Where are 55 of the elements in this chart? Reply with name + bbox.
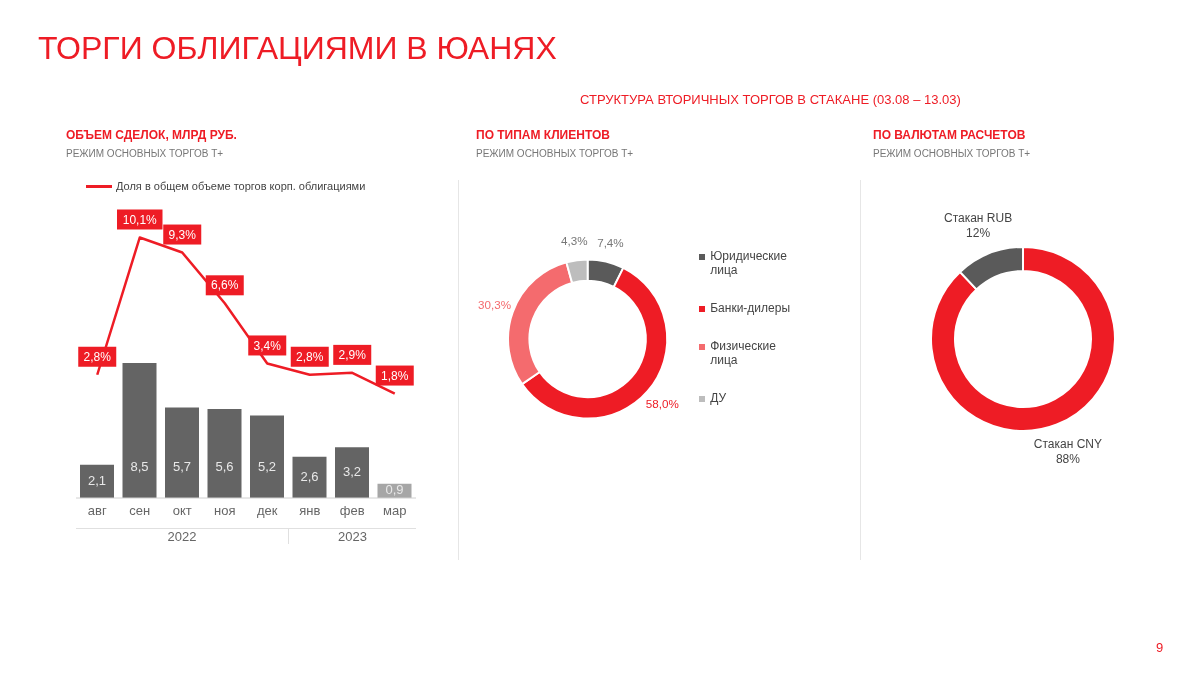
x-tick-label: янв bbox=[299, 503, 321, 519]
chart-title: ПО ВАЛЮТАМ РАСЧЕТОВ bbox=[873, 128, 1027, 142]
data-label: 1,8% bbox=[381, 368, 409, 383]
x-tick-label: мар bbox=[383, 503, 407, 519]
data-label: 2,8% bbox=[296, 349, 324, 364]
chart-title: ОБЪЕМ СДЕЛОК, МЛРД РУБ. bbox=[66, 128, 238, 142]
data-label: 4,3% bbox=[561, 233, 588, 247]
data-label: 88% bbox=[1055, 452, 1081, 467]
data-label: 0,9 bbox=[385, 482, 404, 498]
bar bbox=[207, 409, 242, 498]
slice-label: Стакан RUB bbox=[944, 210, 1013, 225]
data-label: 7,4% bbox=[597, 235, 624, 249]
text: 2022 bbox=[76, 529, 289, 544]
bar bbox=[292, 456, 327, 498]
x-tick-label: авг bbox=[87, 503, 107, 519]
legend-label: Банки-дилеры bbox=[710, 301, 791, 315]
data-label: 2,6 bbox=[300, 468, 319, 484]
x-tick-label: ноя bbox=[214, 503, 236, 519]
x-tick-label: сен bbox=[129, 503, 151, 519]
x-tick-label: окт bbox=[172, 503, 192, 519]
bar bbox=[335, 447, 369, 498]
data-label: 9,3% bbox=[168, 227, 197, 242]
chart-title: ПО ТИПАМ КЛИЕНТОВ bbox=[476, 128, 611, 142]
data-label: 2,1 bbox=[87, 472, 107, 488]
slice-label: Стакан CNY bbox=[1033, 437, 1102, 452]
bar bbox=[122, 363, 157, 498]
data-label: 58,0% bbox=[645, 396, 679, 410]
data-label: 5,6 bbox=[215, 459, 234, 475]
chart-subtitle: РЕЖИМ ОСНОВНЫХ ТОРГОВ Т+ bbox=[476, 148, 635, 159]
data-label: 6,6% bbox=[211, 278, 239, 293]
text: СТРУКТУРА ВТОРИЧНЫХ ТОРГОВ В СТАКАНЕ (03.08 – 13.03) bbox=[580, 92, 961, 107]
data-label: 2,8% bbox=[83, 349, 112, 364]
data-label: 3,4% bbox=[253, 338, 282, 353]
legend-label: ДУ bbox=[710, 391, 727, 405]
data-label: 30,3% bbox=[478, 298, 512, 312]
legend-label: Доля в общем объеме торгов корп. облигациями bbox=[115, 180, 366, 192]
x-tick-label: дек bbox=[256, 503, 278, 519]
text: 2023 bbox=[336, 529, 368, 544]
data-label: 3,2 bbox=[342, 464, 362, 480]
chart-subtitle: РЕЖИМ ОСНОВНЫХ ТОРГОВ Т+ bbox=[873, 148, 1032, 159]
chart-subtitle: РЕЖИМ ОСНОВНЫХ ТОРГОВ Т+ bbox=[66, 148, 225, 159]
data-label: 8,5 bbox=[130, 459, 149, 475]
data-label: 10,1% bbox=[122, 212, 158, 227]
legend-label: Физические лица bbox=[710, 339, 777, 367]
data-label: 2,9% bbox=[338, 348, 367, 363]
donut-slice bbox=[930, 246, 1116, 432]
data-label: 5,7 bbox=[172, 459, 192, 475]
legend-label: Юридические лица bbox=[710, 249, 788, 277]
text: ТОРГИ ОБЛИГАЦИЯМИ В ЮАНЯХ bbox=[38, 30, 557, 67]
bar bbox=[250, 415, 284, 498]
text: 9 bbox=[1156, 640, 1164, 655]
data-label: 5,2 bbox=[257, 459, 277, 475]
bar bbox=[165, 407, 199, 498]
x-tick-label: фев bbox=[339, 503, 365, 519]
data-label: 12% bbox=[966, 225, 991, 240]
